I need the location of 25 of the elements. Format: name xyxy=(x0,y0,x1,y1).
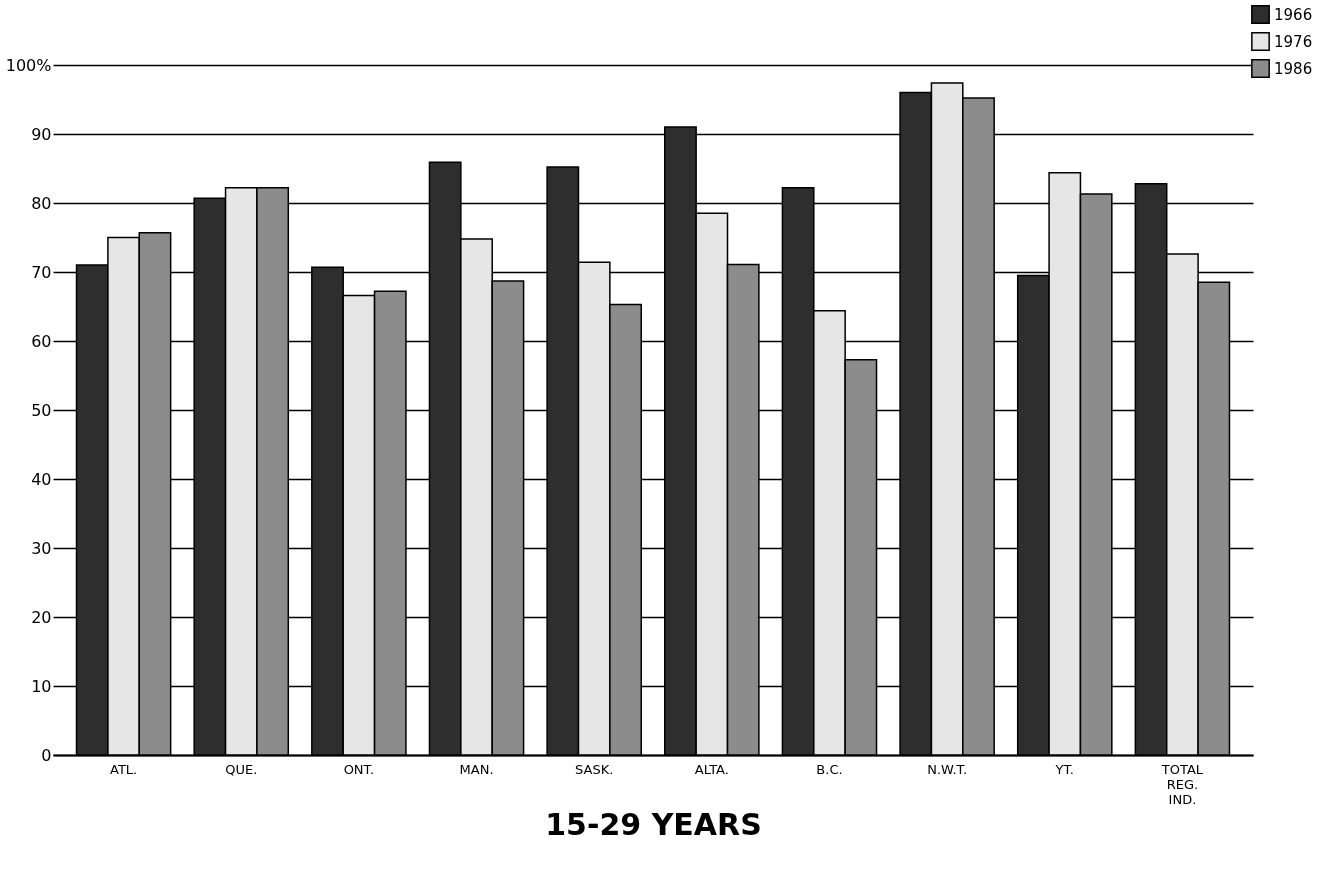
x-tick-label: ALTA. xyxy=(694,761,729,777)
x-tick-label: ONT. xyxy=(343,761,375,777)
x-tick-label: SASK. xyxy=(575,761,614,777)
x-tick-label: B.C. xyxy=(816,761,843,777)
x-axis-title: 15-29 YEARS xyxy=(545,806,762,842)
y-tick-label: 70 xyxy=(31,262,52,282)
x-tick-label: MAN. xyxy=(459,761,494,777)
legend-label: 1976 xyxy=(1274,32,1313,51)
y-tick-label: 50 xyxy=(31,400,52,420)
x-tick-label: TOTAL REG. IND. xyxy=(1160,761,1204,807)
y-tick-label: 40 xyxy=(31,469,52,489)
y-tick-label: 30 xyxy=(31,538,52,558)
y-tick-label: 100% xyxy=(5,55,52,75)
y-tick-label: 0 xyxy=(41,745,52,765)
x-tick-label: N.W.T. xyxy=(927,761,968,777)
y-tick-label: 90 xyxy=(31,124,52,144)
legend-label: 1986 xyxy=(1274,59,1313,78)
x-tick-label: ATL. xyxy=(109,761,138,777)
y-tick-label: 60 xyxy=(31,331,52,351)
y-tick-label: 80 xyxy=(31,193,52,213)
y-tick-label: 10 xyxy=(31,676,52,696)
y-tick-label: 20 xyxy=(31,607,52,627)
x-tick-label: QUE. xyxy=(225,761,258,777)
x-tick-label: YT. xyxy=(1054,761,1075,777)
legend-label: 1966 xyxy=(1274,5,1313,24)
